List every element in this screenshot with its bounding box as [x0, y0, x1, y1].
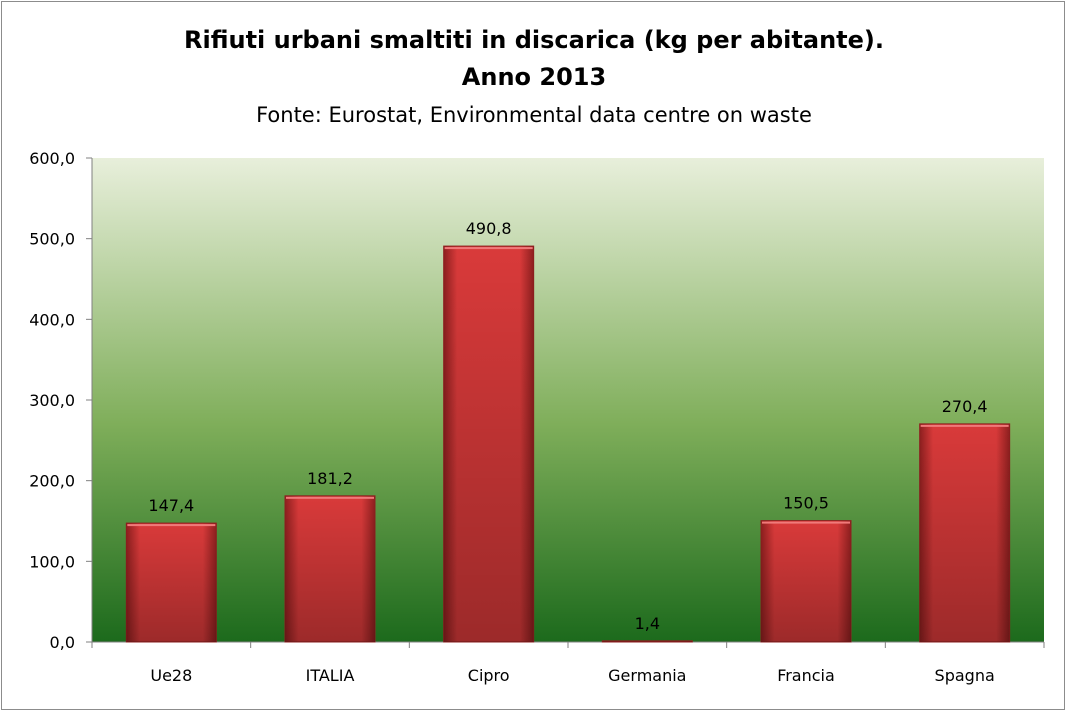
data-label: 150,5: [783, 494, 829, 513]
x-tick-label: Spagna: [935, 666, 995, 685]
bar-shade: [126, 523, 217, 642]
bar-shade: [761, 520, 851, 642]
y-tick-label: 300,0: [29, 391, 75, 410]
data-label: 490,8: [466, 219, 512, 238]
bar-top-bevel: [286, 496, 374, 499]
chart-subtitle: Fonte: Eurostat, Environmental data cent…: [256, 103, 812, 127]
y-tick-label: 0,0: [50, 633, 75, 652]
y-tick-label: 400,0: [29, 310, 75, 329]
data-label: 270,4: [942, 397, 988, 416]
x-tick-label: Germania: [608, 666, 686, 685]
y-tick-label: 500,0: [29, 230, 75, 249]
bar-top-bevel: [127, 524, 216, 527]
bar-top-bevel: [762, 521, 850, 524]
y-tick-label: 600,0: [29, 149, 75, 168]
y-tick-label: 100,0: [29, 552, 75, 571]
bar-shade: [285, 495, 375, 642]
y-tick-label: 200,0: [29, 472, 75, 491]
bar-shade: [443, 246, 534, 642]
data-label: 147,4: [148, 496, 194, 515]
x-tick-label: ITALIA: [306, 666, 355, 685]
bar-shade: [919, 423, 1010, 642]
x-tick-label: Cipro: [468, 666, 510, 685]
chart-title: Rifiuti urbani smaltiti in discarica (kg…: [184, 26, 884, 54]
x-tick-label: Ue28: [150, 666, 192, 685]
chart-title-year: Anno 2013: [461, 63, 607, 91]
bar-shade: [602, 640, 693, 642]
bar-top-bevel: [920, 424, 1009, 427]
data-label: 181,2: [307, 469, 353, 488]
plot-area: [92, 158, 1044, 642]
data-label: 1,4: [635, 614, 660, 633]
x-tick-label: Francia: [777, 666, 835, 685]
bar-top-bevel: [444, 247, 533, 250]
